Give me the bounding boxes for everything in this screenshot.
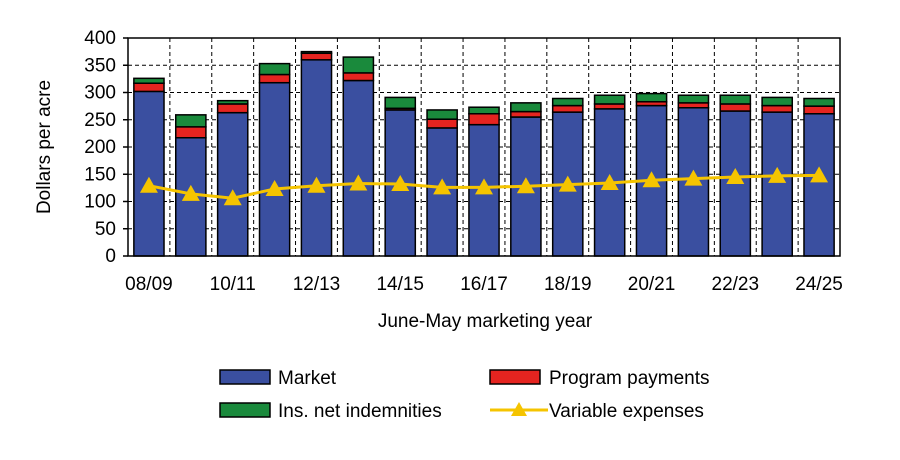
- point-variable-expenses-11-12: [265, 179, 284, 196]
- bar-ins-net-indemnities-12-13: [300, 50, 333, 55]
- bar-program-payments-18-19: [551, 104, 584, 113]
- legend-item-ins-net-indemnities: Ins. net indemnities: [219, 401, 442, 422]
- bar-ins-net-indemnities-15-16: [426, 109, 458, 120]
- y-tick-label: 250: [84, 110, 116, 131]
- bar-ins-net-indemnities-24-25: [803, 97, 835, 107]
- y-tick-label: 100: [84, 192, 116, 213]
- legend-marker-variable-expenses: [511, 402, 527, 416]
- bar-ins-net-indemnities-23-24: [761, 96, 794, 107]
- x-tick-label: 18/19: [544, 274, 592, 295]
- point-variable-expenses-24-25: [810, 166, 829, 183]
- grid-lines: [128, 38, 840, 256]
- bar-market-13-14: [342, 79, 375, 257]
- point-variable-expenses-19-20: [600, 173, 619, 190]
- bar-ins-net-indemnities-16-17: [468, 106, 500, 115]
- x-tick-label: 14/15: [376, 274, 424, 295]
- bar-program-payments-16-17: [468, 113, 500, 126]
- bar-ins-net-indemnities-19-20: [593, 94, 626, 105]
- bar-program-payments-09-10: [174, 126, 207, 139]
- y-tick-label: 350: [84, 55, 116, 76]
- bar-program-payments-08-09: [133, 82, 165, 93]
- point-variable-expenses-17-18: [516, 177, 535, 194]
- point-variable-expenses-08-09: [139, 176, 158, 193]
- x-axis-title: June-May marketing year: [378, 311, 593, 332]
- bar-program-payments-11-12: [258, 73, 291, 84]
- variable-expenses-line: [139, 166, 829, 206]
- point-variable-expenses-21-22: [684, 169, 703, 186]
- x-tick-label: 10/11: [210, 274, 256, 295]
- y-tick-label: 150: [84, 164, 116, 185]
- point-variable-expenses-13-14: [349, 174, 368, 191]
- point-variable-expenses-20-21: [642, 171, 661, 188]
- point-variable-expenses-14-15: [391, 175, 410, 192]
- x-tick-label: 12/13: [293, 274, 341, 295]
- x-tick-label: 22/23: [712, 274, 760, 295]
- bar-program-payments-15-16: [426, 118, 458, 129]
- stacked-bars: [133, 50, 835, 257]
- bar-market-12-13: [300, 59, 333, 257]
- bar-ins-net-indemnities-20-21: [635, 92, 668, 103]
- point-variable-expenses-09-10: [181, 184, 200, 201]
- bar-market-08-09: [133, 90, 165, 257]
- bar-ins-net-indemnities-17-18: [510, 102, 542, 113]
- legend-label-market: Market: [278, 368, 337, 389]
- x-tick-label: 08/09: [125, 274, 173, 295]
- y-axis-ticks: 0 50 100 150 200 250 300 350 400: [84, 28, 128, 267]
- point-variable-expenses-16-17: [475, 178, 493, 195]
- legend-swatch-program-payments: [489, 369, 541, 385]
- x-tick-label: 24/25: [795, 274, 843, 295]
- x-axis-ticks: 08/09 10/11 12/13 14/15 16/17 18/19 20/21 22/23…: [125, 274, 843, 295]
- bar-ins-net-indemnities-08-09: [133, 77, 165, 84]
- bar-program-payments-17-18: [510, 110, 542, 118]
- point-variable-expenses-15-16: [433, 178, 452, 195]
- legend-item-program-payments: Program payments: [489, 368, 710, 389]
- legend-swatch-market: [219, 369, 271, 385]
- legend-item-variable-expenses: Variable expenses: [490, 401, 704, 422]
- bar-program-payments-12-13: [300, 52, 333, 61]
- bar-ins-net-indemnities-10-11: [216, 99, 249, 105]
- bar-market-23-24: [761, 111, 794, 257]
- x-tick-label: 20/21: [628, 274, 676, 295]
- bar-market-11-12: [258, 81, 291, 257]
- y-tick-label: 200: [84, 137, 116, 158]
- point-variable-expenses-23-24: [768, 166, 787, 183]
- point-variable-expenses-18-19: [558, 175, 577, 192]
- point-variable-expenses-10-11: [223, 189, 242, 206]
- point-variable-expenses-12-13: [307, 176, 326, 193]
- y-tick-label: 0: [105, 246, 116, 267]
- legend-item-market: Market: [219, 368, 337, 389]
- bar-program-payments-22-23: [719, 103, 752, 112]
- bar-ins-net-indemnities-13-14: [342, 56, 375, 74]
- x-tick-label: 16/17: [460, 274, 508, 295]
- bar-program-payments-13-14: [342, 72, 375, 82]
- bar-ins-net-indemnities-21-22: [677, 94, 710, 104]
- bar-program-payments-23-24: [761, 104, 794, 113]
- bar-program-payments-10-11: [216, 103, 249, 114]
- legend-swatch-ins-net-indemnities: [219, 402, 271, 418]
- bar-program-payments-24-25: [803, 105, 835, 115]
- y-tick-label: 50: [95, 219, 116, 240]
- bar-ins-net-indemnities-11-12: [258, 62, 291, 76]
- point-variable-expenses-22-23: [726, 167, 745, 184]
- legend-label-program-payments: Program payments: [549, 368, 710, 389]
- bar-market-24-25: [803, 113, 835, 257]
- legend-label-ins-net-indemnities: Ins. net indemnities: [278, 401, 442, 422]
- legend-label-variable-expenses: Variable expenses: [549, 401, 704, 422]
- bar-market-10-11: [216, 111, 249, 257]
- y-tick-label: 400: [84, 28, 116, 49]
- y-tick-label: 300: [84, 83, 116, 104]
- bar-ins-net-indemnities-09-10: [174, 114, 207, 128]
- bar-ins-net-indemnities-18-19: [551, 97, 584, 107]
- bar-ins-net-indemnities-14-15: [384, 96, 417, 110]
- y-axis-title: Dollars per acre: [34, 80, 55, 214]
- bar-ins-net-indemnities-22-23: [719, 94, 752, 105]
- legend: Market Program payments Ins. net indemni…: [219, 368, 710, 422]
